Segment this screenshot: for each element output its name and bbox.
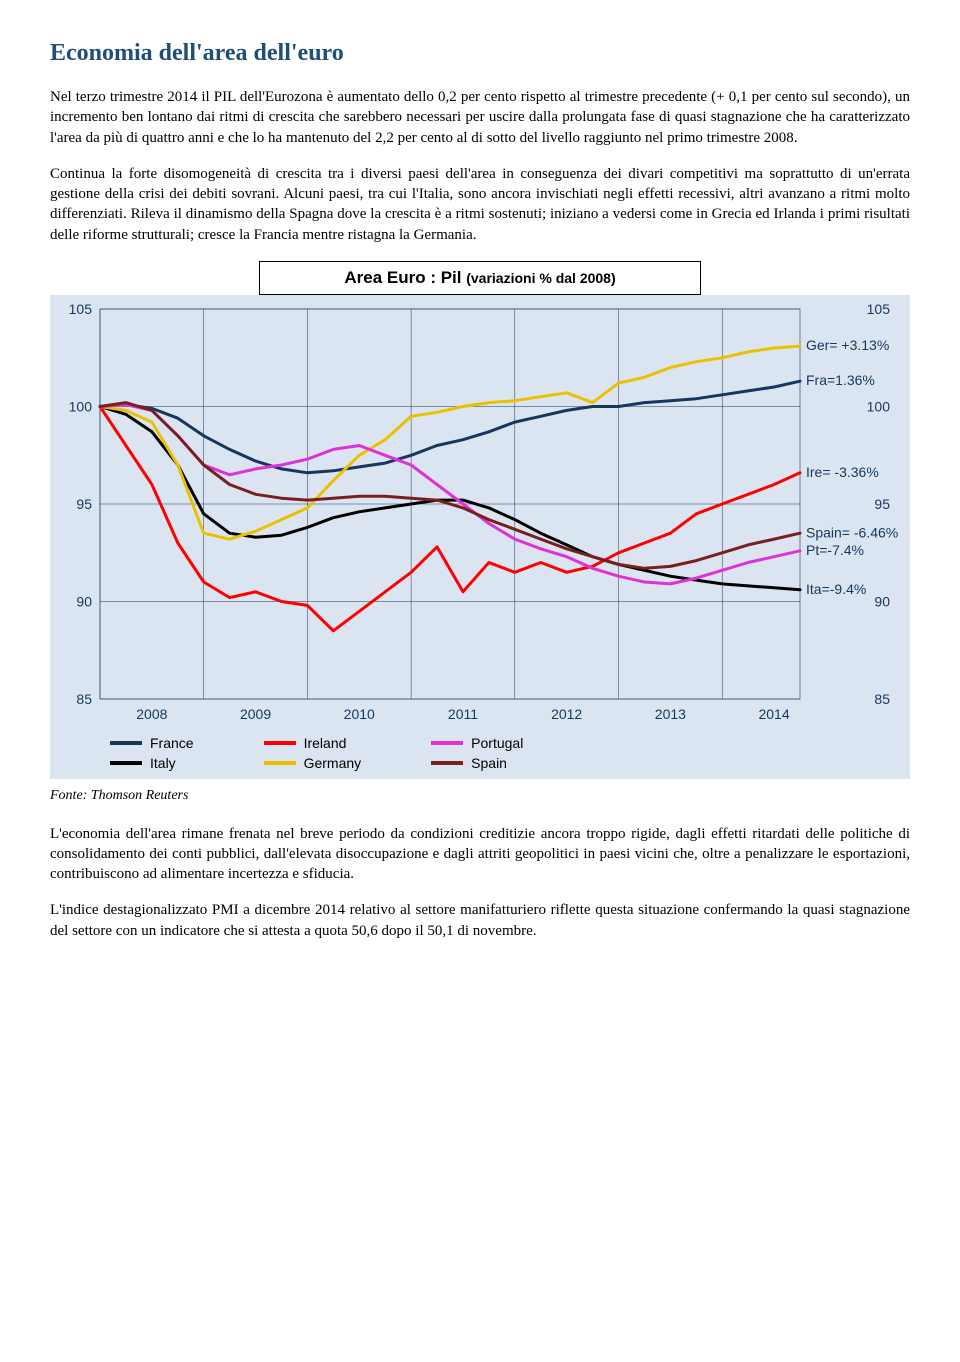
paragraph-2: Continua la forte disomogeneità di cresc… xyxy=(50,164,910,245)
svg-text:Ita=-9.4%: Ita=-9.4% xyxy=(806,581,866,597)
legend-label: Germany xyxy=(304,755,362,771)
legend-label: Italy xyxy=(150,755,176,771)
svg-text:Ger= +3.13%: Ger= +3.13% xyxy=(806,337,889,353)
chart-source: Fonte: Thomson Reuters xyxy=(50,787,910,806)
legend-item: Germany xyxy=(264,755,362,771)
svg-text:105: 105 xyxy=(69,301,93,317)
svg-text:2013: 2013 xyxy=(655,706,686,722)
legend-swatch xyxy=(431,741,463,745)
legend-label: Spain xyxy=(471,755,507,771)
svg-text:85: 85 xyxy=(76,691,92,707)
paragraph-4: L'indice destagionalizzato PMI a dicembr… xyxy=(50,900,910,941)
legend-label: France xyxy=(150,735,194,751)
svg-text:2012: 2012 xyxy=(551,706,582,722)
legend-swatch xyxy=(110,741,142,745)
legend-label: Portugal xyxy=(471,735,523,751)
svg-text:85: 85 xyxy=(874,691,890,707)
svg-text:Pt=-7.4%: Pt=-7.4% xyxy=(806,542,864,558)
svg-text:2008: 2008 xyxy=(136,706,167,722)
legend-swatch xyxy=(264,761,296,765)
svg-text:2014: 2014 xyxy=(758,706,789,722)
svg-text:90: 90 xyxy=(76,593,92,609)
svg-text:100: 100 xyxy=(69,398,93,414)
svg-text:95: 95 xyxy=(76,496,92,512)
legend-label: Ireland xyxy=(304,735,347,751)
svg-text:2010: 2010 xyxy=(344,706,375,722)
legend-swatch xyxy=(431,761,463,765)
svg-text:100: 100 xyxy=(867,398,891,414)
legend-item: Spain xyxy=(431,755,523,771)
legend-item: Italy xyxy=(110,755,194,771)
svg-text:90: 90 xyxy=(874,593,890,609)
page-title: Economia dell'area dell'euro xyxy=(50,40,910,67)
svg-text:Spain= -6.46%: Spain= -6.46% xyxy=(806,524,898,540)
svg-text:2009: 2009 xyxy=(240,706,271,722)
chart-title: Area Euro : Pil (variazioni % dal 2008) xyxy=(259,261,701,295)
paragraph-3: L'economia dell'area rimane frenata nel … xyxy=(50,824,910,885)
gdp-chart: 85 85 90 90 95 95 100 100 105 105 2008 2009 2010 2011… xyxy=(50,299,910,729)
svg-text:Fra=1.36%: Fra=1.36% xyxy=(806,372,875,388)
paragraph-1: Nel terzo trimestre 2014 il PIL dell'Eur… xyxy=(50,87,910,148)
legend-item: Ireland xyxy=(264,735,362,751)
svg-text:Ire= -3.36%: Ire= -3.36% xyxy=(806,464,879,480)
chart-container: 85 85 90 90 95 95 100 100 105 105 2008 2009 2010 2011… xyxy=(50,295,910,779)
chart-legend: France Italy Ireland Germany Portugal Sp… xyxy=(50,729,910,771)
svg-text:105: 105 xyxy=(867,301,891,317)
svg-text:2011: 2011 xyxy=(448,706,478,722)
legend-item: France xyxy=(110,735,194,751)
chart-title-sub: (variazioni % dal 2008) xyxy=(466,270,615,286)
legend-swatch xyxy=(264,741,296,745)
legend-item: Portugal xyxy=(431,735,523,751)
chart-title-main: Area Euro : Pil xyxy=(344,268,466,287)
legend-swatch xyxy=(110,761,142,765)
svg-text:95: 95 xyxy=(874,496,890,512)
